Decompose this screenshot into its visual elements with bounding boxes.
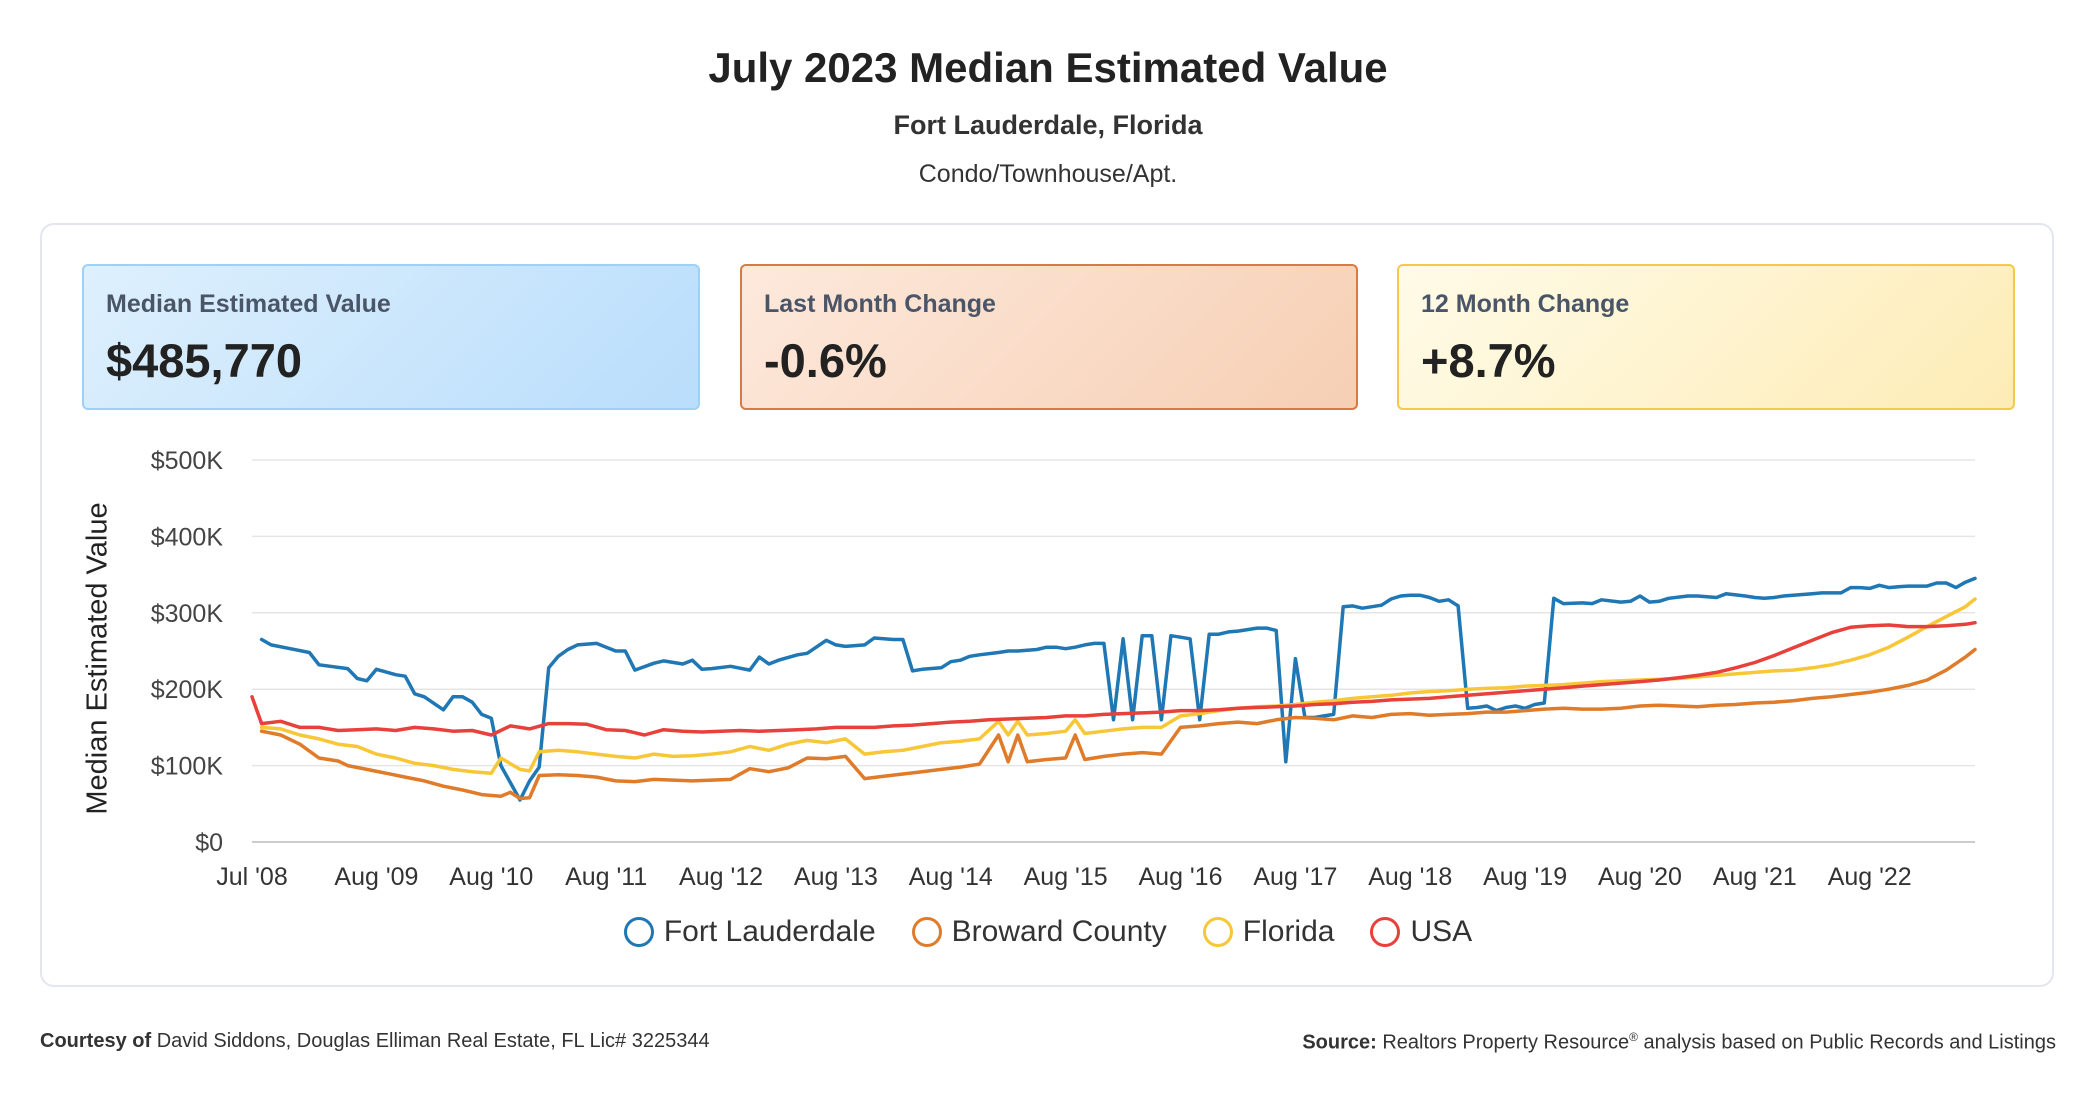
x-tick-label: Aug '15: [1024, 863, 1108, 891]
legend-item[interactable]: Florida: [1202, 915, 1335, 949]
x-tick-label: Jul '08: [216, 863, 287, 891]
series-line: [250, 620, 1977, 737]
x-tick-label: Aug '21: [1713, 863, 1797, 891]
x-tick-label: Aug '14: [909, 863, 993, 891]
legend-label: Florida: [1242, 915, 1335, 948]
legend-item[interactable]: Fort Lauderdale: [623, 915, 876, 949]
legend-marker: [623, 917, 654, 947]
legend-item[interactable]: USA: [1370, 915, 1472, 949]
courtesy-text: David Siddons, Douglas Elliman Real Esta…: [156, 1030, 710, 1052]
source-text: Realtors Property Resource: [1382, 1031, 1630, 1054]
registered-mark: ®: [1629, 1030, 1638, 1044]
footer-courtesy: Courtesy of David Siddons, Douglas Ellim…: [40, 1030, 710, 1053]
y-tick-label: $100K: [151, 753, 224, 781]
card-value: -0.6%: [764, 334, 887, 387]
card-label: Last Month Change: [764, 290, 996, 318]
legend-marker: [1370, 917, 1401, 947]
legend-label: Broward County: [951, 915, 1167, 948]
chart-property-type: Condo/Townhouse/Apt.: [918, 160, 1178, 188]
chart-title: July 2023 Median Estimated Value: [708, 44, 1388, 91]
card-label: 12 Month Change: [1421, 290, 1630, 318]
x-tick-label: Aug '17: [1253, 863, 1337, 891]
legend-marker: [1202, 917, 1233, 947]
legend-marker: [911, 917, 942, 947]
last-month-change-card: Last Month Change -0.6%: [740, 264, 1358, 410]
courtesy-label: Courtesy of: [40, 1030, 152, 1052]
series-line: [259, 647, 1977, 801]
legend-label: USA: [1410, 915, 1473, 948]
legend: Fort Lauderdale Broward County Florida U…: [0, 915, 2096, 949]
x-tick-label: Aug '20: [1598, 863, 1682, 891]
x-tick-label: Aug '22: [1828, 863, 1912, 891]
chart-location: Fort Lauderdale, Florida: [893, 110, 1203, 140]
x-tick-label: Aug '12: [679, 863, 763, 891]
x-tick-label: Aug '11: [565, 863, 647, 891]
y-tick-label: $300K: [151, 600, 224, 628]
x-tick-label: Aug '10: [449, 863, 533, 891]
x-tick-label: Aug '19: [1483, 863, 1567, 891]
legend-item[interactable]: Broward County: [911, 915, 1167, 949]
y-axis-title: Median Estimated Value: [81, 502, 114, 815]
x-tick-label: Aug '18: [1368, 863, 1452, 891]
x-tick-label: Aug '16: [1138, 863, 1222, 891]
legend-label: Fort Lauderdale: [663, 915, 876, 948]
twelve-month-change-card: 12 Month Change +8.7%: [1397, 264, 2015, 410]
source-label: Source:: [1302, 1031, 1377, 1054]
y-tick-label: $0: [195, 829, 223, 857]
card-value: +8.7%: [1421, 334, 1556, 387]
x-tick-label: Aug '13: [794, 863, 878, 891]
source-text-tail: analysis based on Public Records and Lis…: [1637, 1031, 2056, 1054]
footer-source: Source: Realtors Property Resource® anal…: [1302, 1030, 2056, 1055]
card-label: Median Estimated Value: [106, 290, 391, 318]
y-tick-label: $400K: [151, 523, 224, 551]
card-value: $485,770: [106, 334, 303, 387]
median-value-card: Median Estimated Value $485,770: [82, 264, 700, 410]
x-tick-label: Aug '09: [334, 863, 418, 891]
series-line: [259, 576, 1977, 802]
y-tick-label: $200K: [151, 676, 224, 704]
y-tick-label: $500K: [151, 447, 224, 475]
